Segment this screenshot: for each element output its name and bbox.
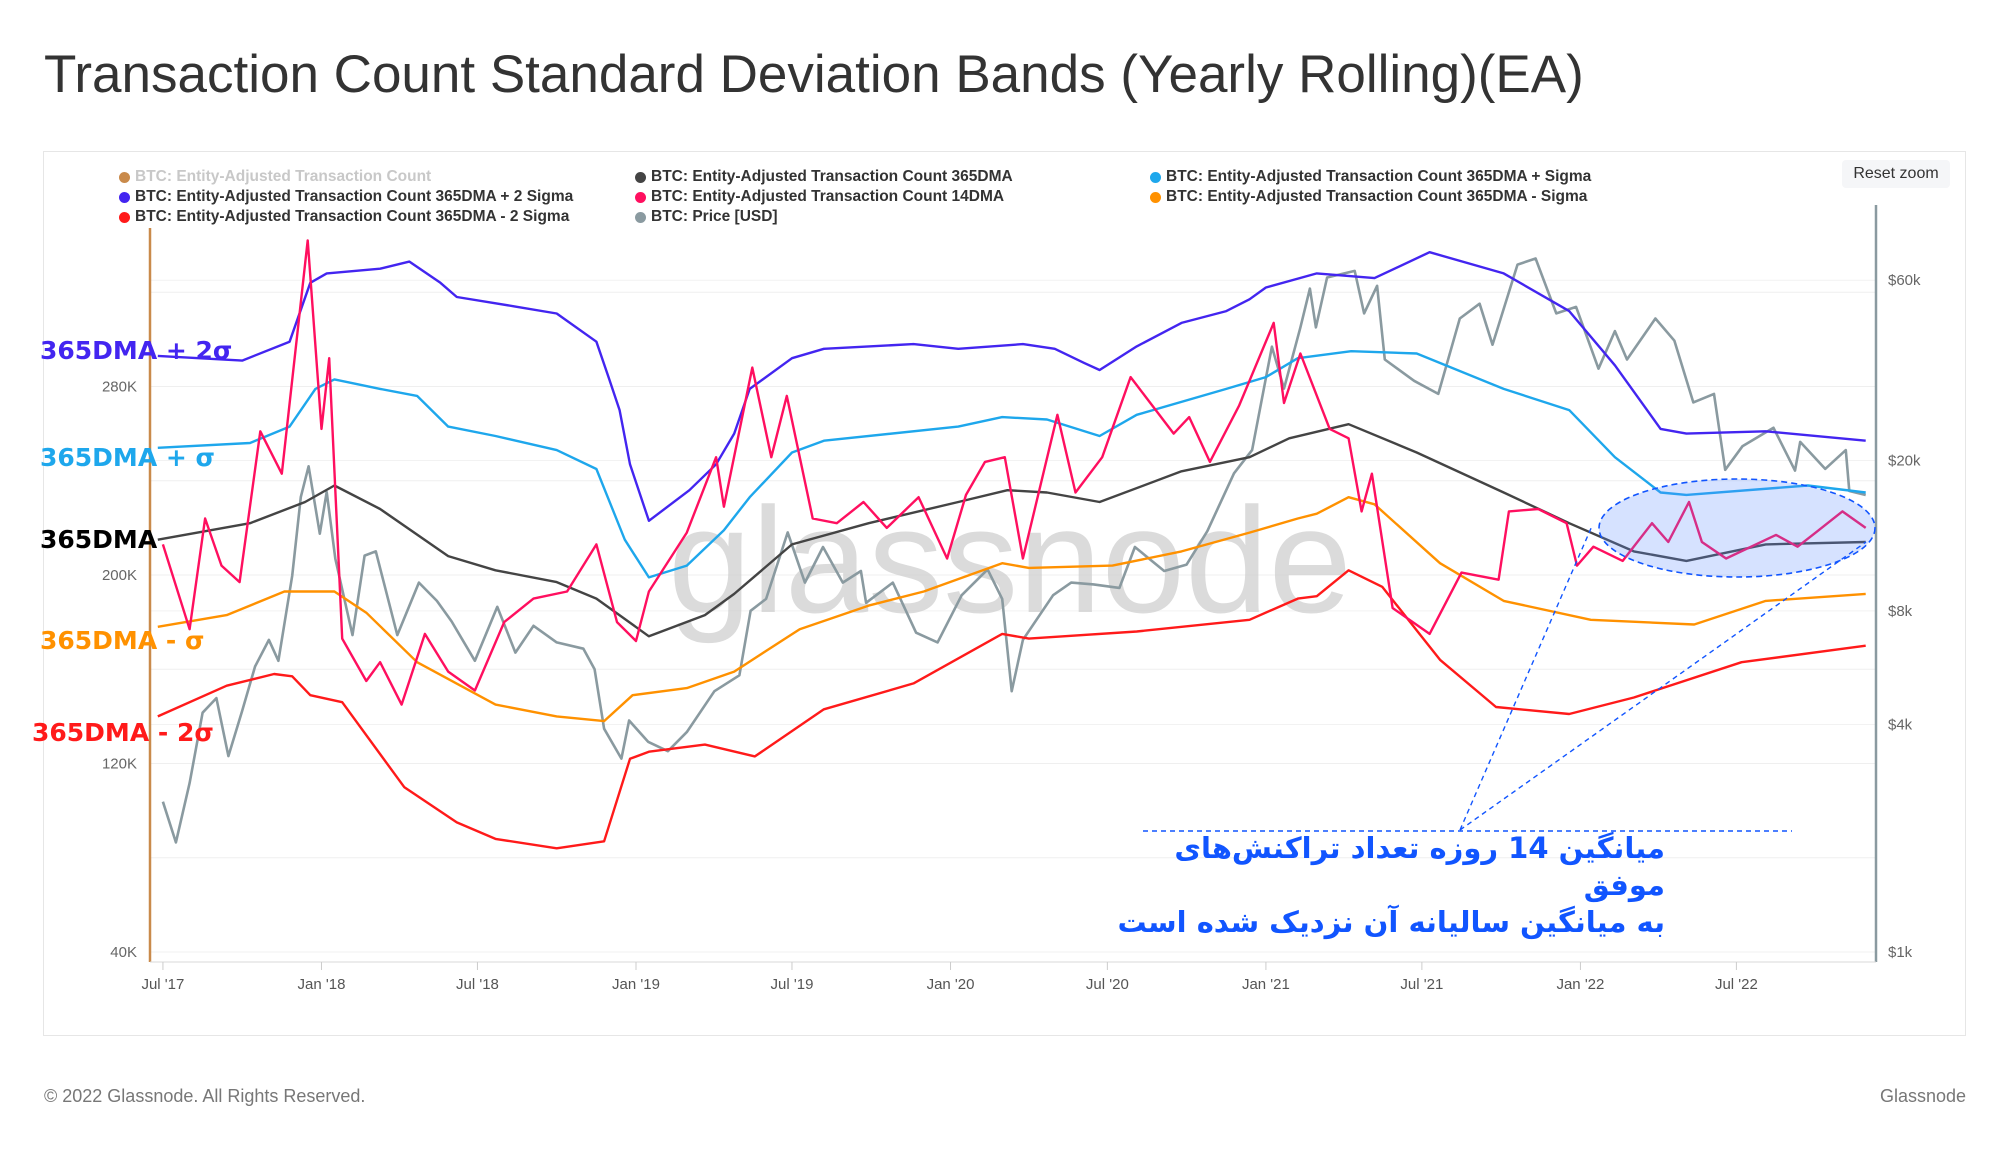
legend-dot-icon: [119, 191, 130, 203]
right-axis-tick-label: $1k: [1888, 944, 1913, 961]
copyright-footer: © 2022 Glassnode. All Rights Reserved.: [44, 1086, 366, 1106]
annotation-text: میانگین 14 روزه تعداد تراکنش‌های موفق به…: [1110, 830, 1665, 941]
x-axis: Jul '17 Jan '18 Jul '18 Jan '19 Jul '19 Jan '…: [141, 962, 1758, 993]
left-axis-tick-label: 280K: [102, 379, 137, 396]
page-title: Transaction Count Standard Deviation Ban…: [44, 45, 1584, 104]
reset-zoom-button[interactable]: Reset zoom: [1842, 160, 1950, 188]
x-axis-tick-label: Jan '19: [612, 976, 660, 993]
x-axis-tick-label: Jul '18: [456, 976, 499, 993]
legend-dot-icon: [635, 211, 646, 223]
x-axis-tick-label: Jan '18: [298, 976, 346, 993]
band-label-plus-2-sigma: 365DMA + 2σ: [40, 336, 233, 365]
annotation-line-1: میانگین 14 روزه تعداد تراکنش‌های موفق: [1174, 831, 1665, 902]
legend-label: BTC: Entity-Adjusted Transaction Count 3…: [1166, 188, 1588, 205]
legend-label: BTC: Entity-Adjusted Transaction Count 3…: [135, 188, 574, 205]
x-axis-tick-label: Jan '21: [1242, 976, 1290, 993]
legend-label: BTC: Price [USD]: [651, 208, 778, 225]
legend-item-plus2[interactable]: BTC: Entity-Adjusted Transaction Count 3…: [119, 188, 573, 206]
legend-dot-icon: [119, 171, 130, 183]
legend-dot-icon: [1150, 191, 1161, 203]
x-axis-tick-label: Jul '17: [141, 976, 184, 993]
right-axis: $1k $4k $8k $20k $60k: [1888, 272, 1921, 961]
brand-footer: Glassnode: [1879, 1086, 1966, 1106]
right-axis-tick-label: $4k: [1888, 717, 1913, 734]
series-line-dma365[interactable]: [157, 423, 1866, 638]
x-axis-tick-label: Jan '22: [1556, 976, 1604, 993]
legend-dot-icon: [635, 171, 646, 183]
annotation-line-2: به میانگین سالیانه آن نزدیک شده است: [1117, 905, 1665, 939]
series-line-minus1[interactable]: [157, 496, 1866, 723]
legend-label: BTC: Entity-Adjusted Transaction Count: [135, 168, 432, 185]
left-axis: 40K 120K 200K 280K: [102, 379, 137, 962]
chart-container: [43, 151, 1966, 1036]
series-line-dma14[interactable]: [161, 239, 1867, 706]
left-axis-tick-label: 40K: [110, 944, 137, 961]
right-axis-tick-label: $8k: [1888, 603, 1913, 620]
legend-label: BTC: Entity-Adjusted Transaction Count 3…: [135, 208, 570, 225]
band-label-plus-1-sigma: 365DMA + σ: [40, 443, 215, 472]
highlight-ellipse: [1598, 478, 1876, 578]
series-line-plus2[interactable]: [157, 250, 1866, 522]
legend-item-dma365[interactable]: BTC: Entity-Adjusted Transaction Count 3…: [635, 168, 1013, 186]
legend-dot-icon: [1150, 171, 1161, 183]
x-axis-tick-label: Jul '21: [1400, 976, 1443, 993]
legend-item-count[interactable]: BTC: Entity-Adjusted Transaction Count: [119, 168, 431, 186]
band-label-minus-2-sigma: 365DMA - 2σ: [32, 718, 214, 747]
left-axis-tick-label: 120K: [102, 756, 137, 773]
legend-label: BTC: Entity-Adjusted Transaction Count 1…: [651, 188, 1005, 205]
annotation-pointer-line: [1459, 525, 1593, 831]
legend-item-minus1[interactable]: BTC: Entity-Adjusted Transaction Count 3…: [1150, 188, 1587, 206]
legend-item-plus1[interactable]: BTC: Entity-Adjusted Transaction Count 3…: [1150, 168, 1591, 186]
band-label-365dma: 365DMA: [40, 525, 158, 554]
left-axis-tick-label: 200K: [102, 567, 137, 584]
right-axis-tick-label: $60k: [1888, 272, 1921, 289]
right-axis-tick-label: $20k: [1888, 452, 1921, 469]
legend-label: BTC: Entity-Adjusted Transaction Count 3…: [651, 168, 1013, 185]
series-line-price[interactable]: [161, 257, 1867, 844]
series-layer: [157, 239, 1867, 850]
x-axis-tick-label: Jul '22: [1715, 976, 1758, 993]
legend-label: BTC: Entity-Adjusted Transaction Count 3…: [1166, 168, 1592, 185]
legend-dot-icon: [119, 211, 130, 223]
legend-dot-icon: [635, 191, 646, 203]
legend-item-price[interactable]: BTC: Price [USD]: [635, 208, 778, 226]
x-axis-tick-label: Jan '20: [927, 976, 975, 993]
series-line-plus1[interactable]: [157, 350, 1866, 579]
x-axis-tick-label: Jul '20: [1086, 976, 1129, 993]
series-line-minus2[interactable]: [157, 569, 1866, 850]
legend-item-dma14[interactable]: BTC: Entity-Adjusted Transaction Count 1…: [635, 188, 1004, 206]
legend-item-minus2[interactable]: BTC: Entity-Adjusted Transaction Count 3…: [119, 208, 569, 226]
glassnode-watermark: glassnode: [668, 476, 1352, 644]
annotation-pointer-line: [1459, 541, 1867, 831]
x-axis-tick-label: Jul '19: [771, 976, 814, 993]
band-label-minus-1-sigma: 365DMA - σ: [40, 626, 205, 655]
